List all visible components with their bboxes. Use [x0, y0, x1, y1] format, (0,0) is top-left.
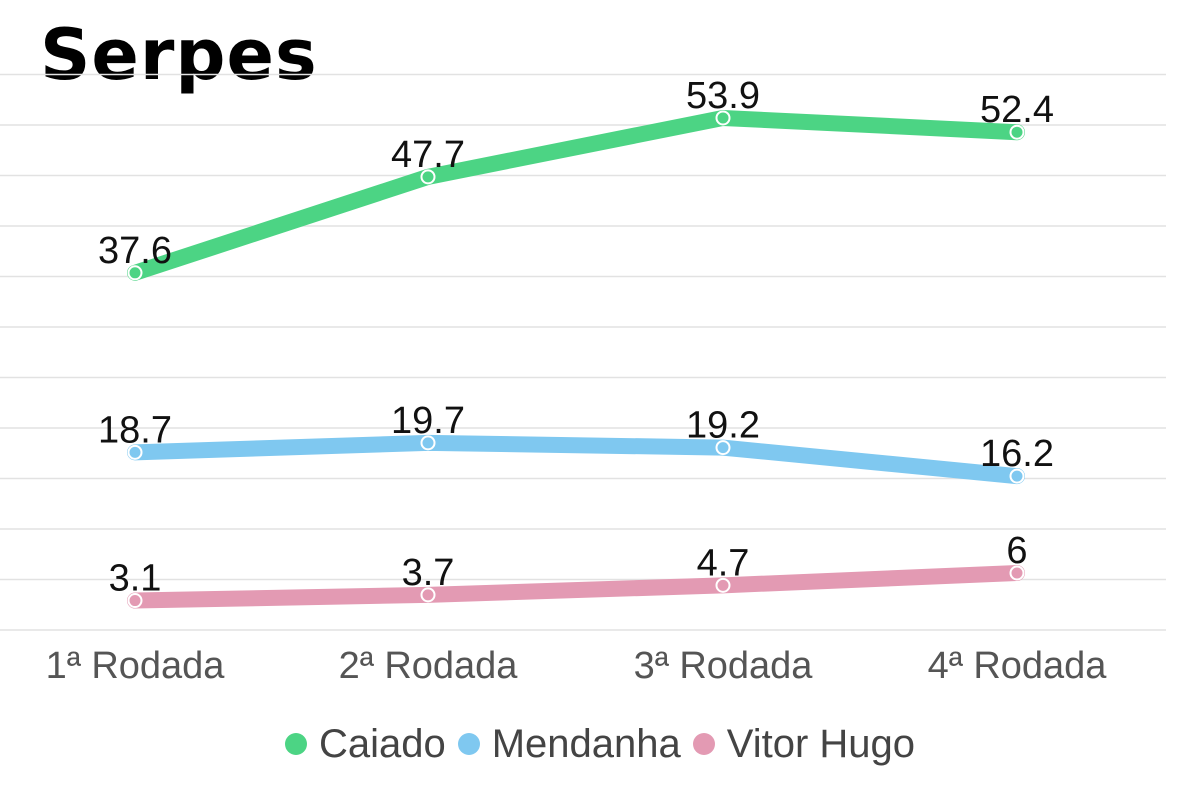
data-label: 19.7	[391, 400, 465, 442]
data-point	[715, 577, 731, 593]
data-label: 16.2	[980, 433, 1054, 475]
data-labels: 37.6 47.7 53.9 52.4 18.7 19.7 19.2 16.2 3.1 3.7 4.…	[98, 75, 1054, 600]
data-point	[715, 440, 731, 456]
x-tick-label: 4ª Rodada	[928, 645, 1108, 687]
legend-label: Vitor Hugo	[726, 721, 916, 766]
series-line	[127, 565, 1025, 609]
data-label: 6	[1006, 530, 1027, 572]
data-point	[420, 169, 436, 185]
legend-item: Mendanha	[457, 721, 681, 767]
data-point	[1009, 124, 1025, 140]
data-label: 52.4	[980, 89, 1054, 131]
data-label: 37.6	[98, 230, 172, 272]
x-tick-label: 2ª Rodada	[339, 645, 519, 687]
series-line	[127, 434, 1025, 485]
legend-label: Caiado	[318, 721, 446, 766]
data-label: 4.7	[697, 542, 750, 584]
data-point	[127, 265, 143, 281]
x-tick-label: 1ª Rodada	[46, 645, 226, 687]
legend-item: Vitor Hugo	[692, 721, 916, 767]
series-line	[127, 109, 1025, 281]
data-label: 3.7	[402, 552, 455, 594]
data-points	[127, 110, 1025, 609]
legend-swatch	[284, 733, 307, 755]
data-point	[1009, 565, 1025, 581]
data-point	[127, 444, 143, 460]
gridlines	[0, 73, 1166, 631]
data-label: 19.2	[686, 405, 760, 447]
data-point	[420, 587, 436, 603]
data-point	[420, 435, 436, 451]
data-label: 3.1	[109, 558, 162, 600]
legend-swatch	[457, 733, 480, 755]
x-axis-labels: 1ª Rodada 2ª Rodada 3ª Rodada 4ª Rodada	[46, 645, 1108, 687]
data-label: 47.7	[391, 134, 465, 176]
line-chart: 1ª Rodada 2ª Rodada 3ª Rodada 4ª Rodada 37.…	[0, 73, 1166, 687]
chart-legend: Caiado Mendanha Vitor Hugo	[0, 720, 1200, 767]
data-label: 18.7	[98, 409, 172, 451]
legend-swatch	[692, 733, 715, 755]
data-label: 53.9	[686, 75, 760, 117]
x-tick-label: 3ª Rodada	[634, 645, 814, 687]
data-point	[1009, 468, 1025, 484]
series-lines	[127, 109, 1025, 609]
legend-label: Mendanha	[491, 721, 681, 766]
data-point	[715, 110, 731, 126]
chart-title: Serpes	[40, 14, 318, 96]
data-point	[127, 593, 143, 609]
legend-item: Caiado	[284, 721, 446, 767]
